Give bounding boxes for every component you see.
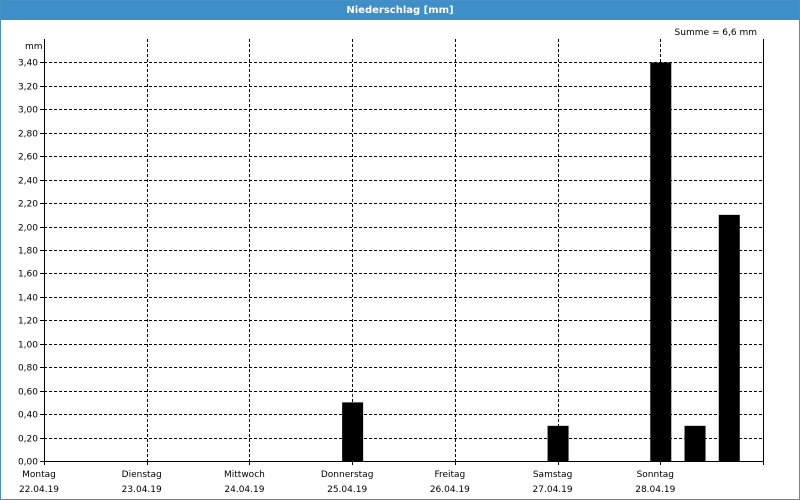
y-tick-label: 3,20 [18,83,38,93]
y-tick-label: 0,60 [18,388,38,398]
x-tick-date-label: 23.04.19 [122,485,162,495]
x-tick-labels: Montag 22.04.19 Dienstag 23.04.19 Mittwoch 24… [19,470,676,495]
y-tick-label: 2,40 [18,177,38,187]
y-axis-label: mm [25,42,43,52]
x-tick-date-label: 27.04.19 [533,485,573,495]
x-tick-date-label: 25.04.19 [327,485,367,495]
x-tick-day-label: Montag [22,470,56,480]
grid [44,39,763,461]
bar [718,214,740,461]
y-tick-label: 3,00 [18,106,38,116]
y-tick-label: 0,20 [18,435,38,445]
x-tick-date-label: 28.04.19 [635,485,675,495]
y-tick-label: 0,40 [18,411,38,421]
x-tick-date-label: 26.04.19 [430,485,470,495]
y-tick-label: 2,80 [18,130,38,140]
bars [342,62,740,461]
y-tick-label: 2,00 [18,224,38,234]
x-tick-day-label: Freitag [434,470,465,480]
bar [342,402,364,461]
total-summary: Summe = 6,6 mm [675,28,757,38]
y-tick-label: 2,60 [18,153,38,163]
y-tick-label: 0,80 [18,364,38,374]
y-tick-label: 0,00 [18,458,38,468]
x-tick-day-label: Donnerstag [321,470,374,480]
bar [684,425,706,461]
x-tick-day-label: Sonntag [637,470,674,480]
bar [547,425,569,461]
x-tick-date-label: 22.04.19 [19,485,59,495]
x-tick-day-label: Mittwoch [224,470,265,480]
y-tick-label: 1,00 [18,341,38,351]
y-tick-label: 3,40 [18,59,38,69]
y-tick-label: 1,80 [18,247,38,257]
chart-title: Niederschlag [mm] [1,1,799,20]
y-tick-label: 1,60 [18,270,38,280]
x-tick-day-label: Dienstag [122,470,162,480]
y-tick-labels: 0,00 0,20 0,40 0,60 0,80 1,00 1,20 1,40 1,60 1,80… [18,59,38,468]
y-tick-label: 2,20 [18,200,38,210]
axes [40,39,764,465]
bar [650,62,672,461]
y-tick-label: 1,20 [18,317,38,327]
y-tick-label: 1,40 [18,294,38,304]
x-tick-day-label: Samstag [533,470,572,480]
x-tick-date-label: 24.04.19 [224,485,264,495]
